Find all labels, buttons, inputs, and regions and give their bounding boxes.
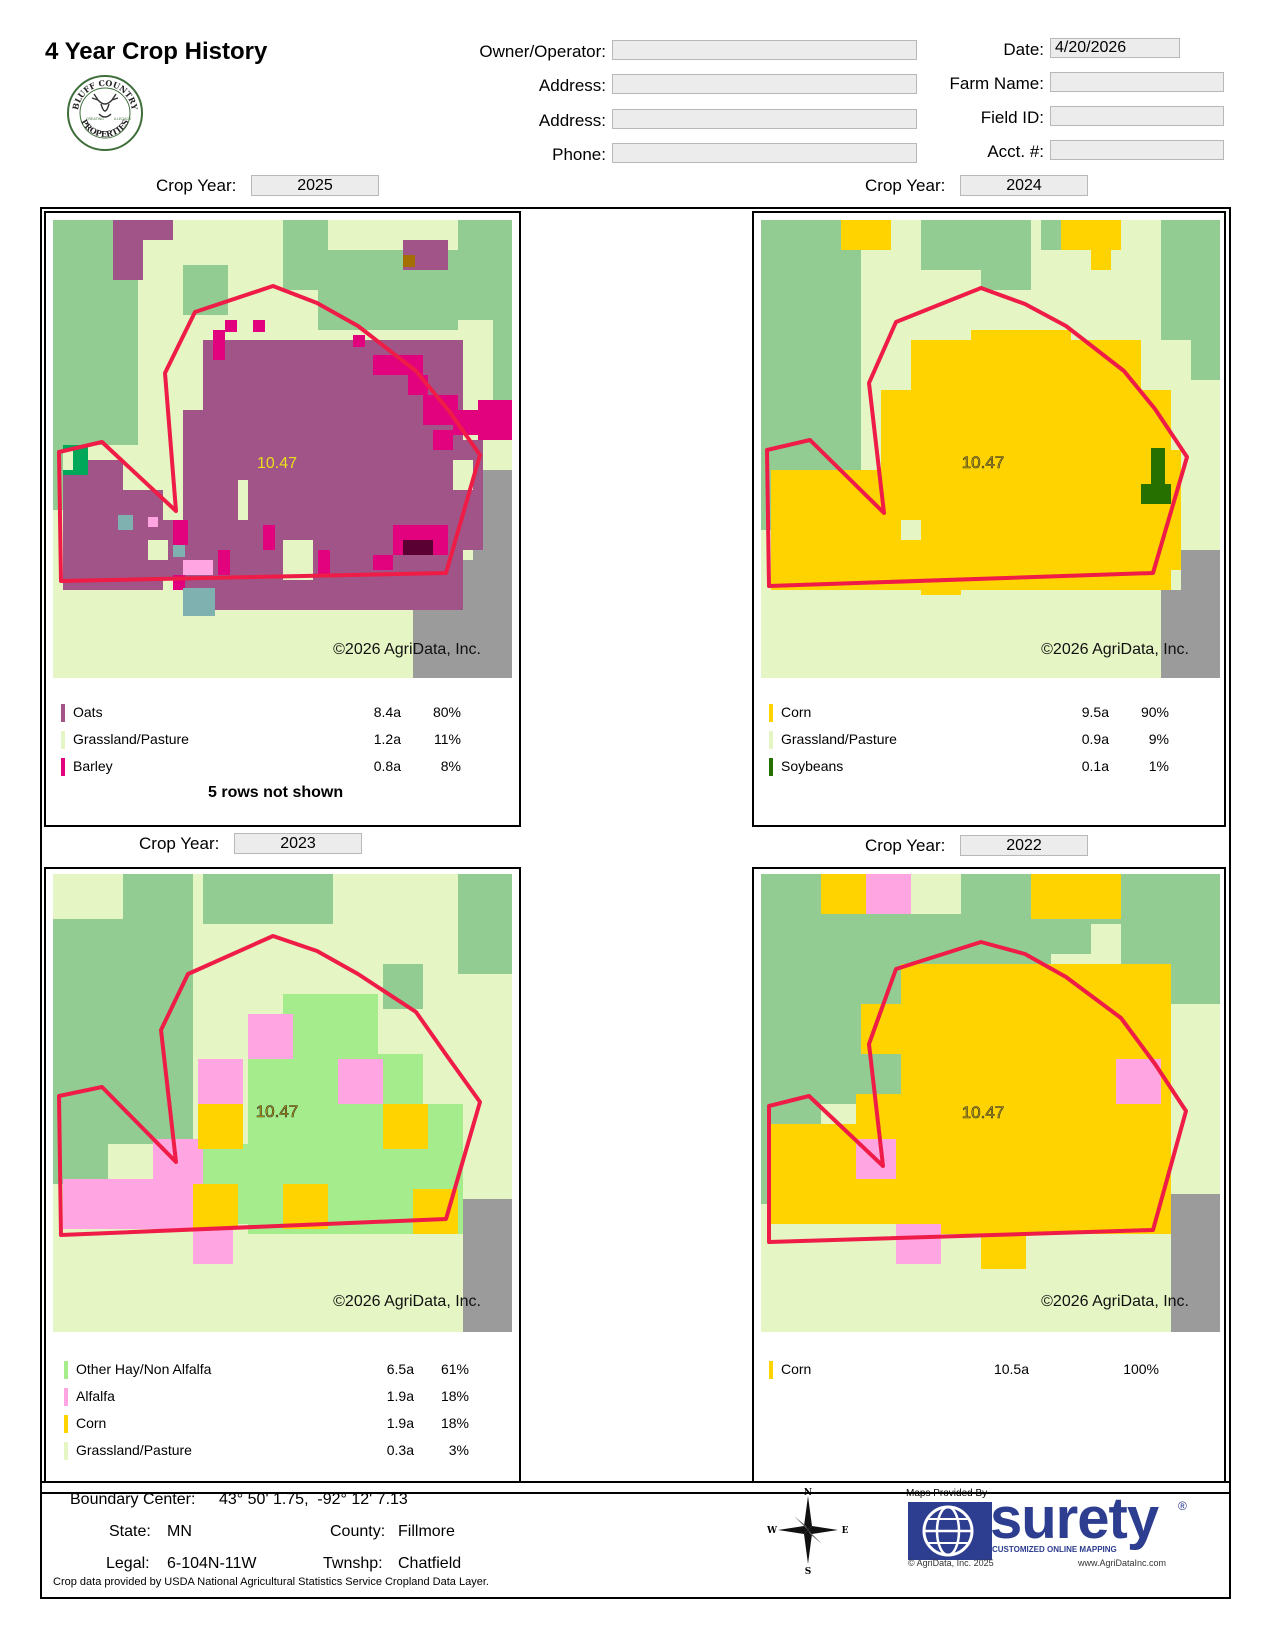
township-value: Chatfield xyxy=(398,1555,462,1572)
legend-swatch xyxy=(769,731,773,749)
legend-swatch xyxy=(769,704,773,722)
panel-2022: 10.47 ©2026 AgriData, Inc. Corn 10.5a 10… xyxy=(752,867,1226,1483)
maps-provided-label: Maps Provided By xyxy=(906,1488,988,1499)
map-copyright-2023: ©2026 AgriData, Inc. xyxy=(333,1293,481,1310)
brand-copyright: © AgriData, Inc. 2025 xyxy=(908,1558,994,1568)
legend-swatch xyxy=(61,731,65,749)
legend-row: Corn 10.5a 100% xyxy=(769,1359,1199,1383)
acres-label-2022: 10.47 xyxy=(962,1103,1005,1122)
address2-field[interactable] xyxy=(612,109,917,129)
legend-swatch xyxy=(64,1442,68,1460)
crop-year-2023: 2023 xyxy=(234,833,362,854)
svg-text:S: S xyxy=(805,1567,812,1574)
legend-row: Soybeans 0.1a 1% xyxy=(769,756,1199,780)
crop-year-label-2025: Crop Year: xyxy=(156,176,237,195)
legend-swatch xyxy=(769,758,773,776)
acres-label-2024: 10.47 xyxy=(962,453,1005,472)
legend-swatch xyxy=(61,704,65,722)
company-logo: BLUFF COUNTRY PROPERTIES CREATING A LEGA… xyxy=(66,74,144,152)
legend-row: Corn 9.5a 90% xyxy=(769,702,1199,726)
date-field[interactable]: 4/20/2026 xyxy=(1050,38,1180,58)
date-label: Date: xyxy=(1003,40,1044,59)
legend-row: Corn 1.9a 18% xyxy=(64,1413,494,1437)
acres-label-2025: 10.47 xyxy=(257,455,297,472)
crop-map-2022: 10.47 ©2026 AgriData, Inc. xyxy=(761,874,1220,1332)
legend-row: Barley 0.8a 8% xyxy=(61,756,491,780)
boundary-center-value: 43° 50' 1.75, -92° 12' 7.13 xyxy=(219,1491,408,1508)
legend-swatch xyxy=(64,1415,68,1433)
crop-year-2024: 2024 xyxy=(960,175,1088,196)
acres-label-2023: 10.47 xyxy=(256,1102,299,1121)
legend-row: Grassland/Pasture 0.3a 3% xyxy=(64,1440,494,1464)
legend-row: Alfalfa 1.9a 18% xyxy=(64,1386,494,1410)
globe-logo-icon xyxy=(908,1502,992,1560)
footer-frame xyxy=(40,1490,1231,1599)
panel-2023: 10.47 ©2026 AgriData, Inc. Other Hay/Non… xyxy=(44,867,521,1483)
state-label: State: xyxy=(109,1523,151,1540)
map-copyright-2025: ©2026 AgriData, Inc. xyxy=(333,641,481,658)
crop-map-2025: 10.47 ©2026 AgriData, Inc. xyxy=(53,220,512,678)
farm-name-label: Farm Name: xyxy=(949,74,1044,93)
page-title: 4 Year Crop History xyxy=(45,38,268,65)
map-copyright-2024: ©2026 AgriData, Inc. xyxy=(1041,641,1189,658)
owner-label: Owner/Operator: xyxy=(479,42,606,61)
phone-field[interactable] xyxy=(612,143,917,163)
legend-row: Grassland/Pasture 0.9a 9% xyxy=(769,729,1199,753)
svg-text:CREATING: CREATING xyxy=(86,117,104,121)
crop-year-2025: 2025 xyxy=(251,175,379,196)
rows-not-shown-note: 5 rows not shown xyxy=(208,784,344,801)
data-source-note: Crop data provided by USDA National Agri… xyxy=(53,1576,489,1588)
legend-swatch xyxy=(61,758,65,776)
county-value: Fillmore xyxy=(398,1523,455,1540)
state-value: MN xyxy=(167,1523,192,1540)
map-copyright-2022: ©2026 AgriData, Inc. xyxy=(1041,1293,1189,1310)
brand-name: surety xyxy=(990,1486,1159,1551)
panel-2024: 10.47 ©2026 AgriData, Inc. Corn 9.5a 90%… xyxy=(752,211,1226,827)
address1-label: Address: xyxy=(538,76,606,95)
phone-label: Phone: xyxy=(552,145,606,164)
legend-swatch xyxy=(769,1361,773,1379)
crop-year-label-2022: Crop Year: xyxy=(865,836,946,855)
owner-field[interactable] xyxy=(612,40,917,60)
crop-map-2024: 10.47 ©2026 AgriData, Inc. xyxy=(761,220,1220,678)
address1-field[interactable] xyxy=(612,74,917,94)
legend-swatch xyxy=(64,1361,68,1379)
acct-field[interactable] xyxy=(1050,140,1224,160)
legend-row: Oats 8.4a 80% xyxy=(61,702,491,726)
crop-map-2023: 10.47 ©2026 AgriData, Inc. xyxy=(53,874,512,1332)
county-label: County: xyxy=(330,1523,386,1540)
township-label: Twnshp: xyxy=(323,1555,383,1572)
brand-url[interactable]: www.AgriDataInc.com xyxy=(1078,1558,1167,1568)
crop-year-label-2024: Crop Year: xyxy=(865,176,946,195)
panel-2025: 10.47 ©2026 AgriData, Inc. Oats 8.4a 80%… xyxy=(44,211,521,827)
svg-text:W: W xyxy=(766,1526,778,1536)
brand-tagline: CUSTOMIZED ONLINE MAPPING xyxy=(992,1545,1117,1554)
brand-registered-mark: ® xyxy=(1178,1499,1187,1513)
legend-row: Grassland/Pasture 1.2a 11% xyxy=(61,729,491,753)
boundary-center-label: Boundary Center: xyxy=(70,1491,196,1508)
legal-label: Legal: xyxy=(106,1555,150,1572)
crop-year-2022: 2022 xyxy=(960,835,1088,856)
svg-text:A LEGACY: A LEGACY xyxy=(114,117,132,121)
field-id-field[interactable] xyxy=(1050,106,1224,126)
farm-name-field[interactable] xyxy=(1050,72,1224,92)
compass-rose-icon: N S W E xyxy=(766,1488,849,1574)
legend-swatch xyxy=(64,1388,68,1406)
legend-row: Other Hay/Non Alfalfa 6.5a 61% xyxy=(64,1359,494,1383)
footer-divider xyxy=(40,1481,1231,1483)
address2-label: Address: xyxy=(538,111,606,130)
outer-frame xyxy=(40,207,1231,1494)
acct-label: Acct. #: xyxy=(987,142,1044,161)
svg-text:N: N xyxy=(804,1488,812,1498)
field-id-label: Field ID: xyxy=(980,108,1044,127)
crop-year-label-2023: Crop Year: xyxy=(139,834,220,853)
legal-value: 6-104N-11W xyxy=(167,1555,257,1572)
svg-text:E: E xyxy=(842,1526,849,1536)
